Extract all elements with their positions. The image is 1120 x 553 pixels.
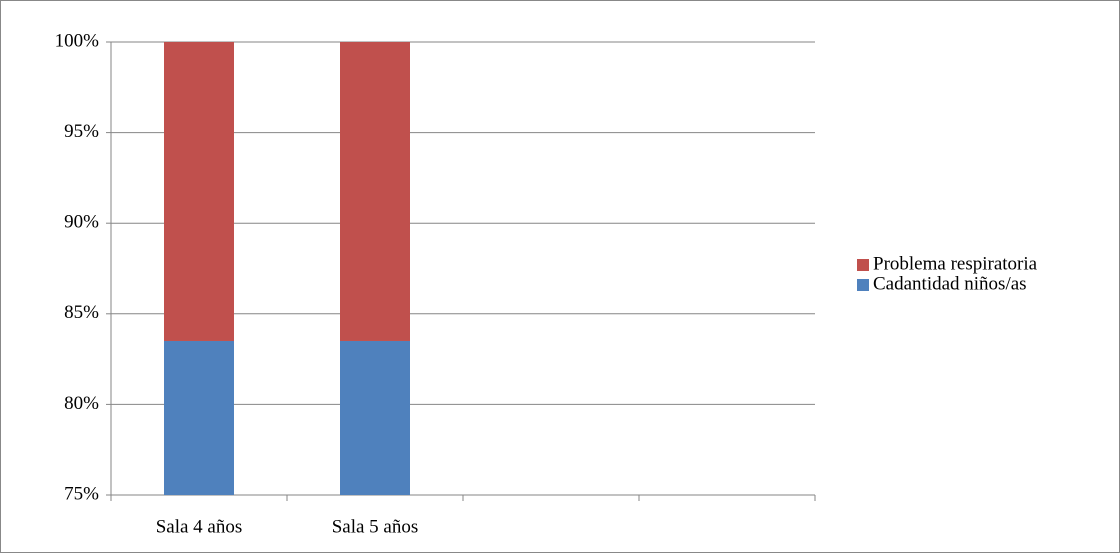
y-tick-label: 75% [64,483,99,504]
y-tick-label: 90% [64,212,99,233]
y-tick-label: 100% [55,30,100,51]
y-tick-label: 95% [64,121,99,142]
bar-segment [340,340,410,495]
y-tick-label: 80% [64,393,99,414]
x-tick-label: Sala 4 años [156,516,243,537]
legend-label: Problema respiratoria [873,253,1038,274]
bar-segment [340,42,410,341]
x-tick-label: Sala 5 años [332,516,419,537]
bar-segment [164,340,234,495]
legend-swatch [857,279,869,291]
legend-swatch [857,259,869,271]
bar-segment [164,42,234,341]
y-tick-label: 85% [64,302,99,323]
legend-label: Cadantidad niños/as [873,273,1027,294]
